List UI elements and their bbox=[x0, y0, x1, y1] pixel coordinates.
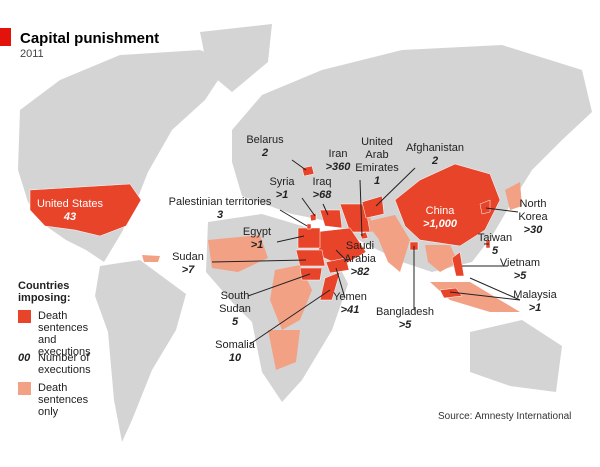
country-name: United States bbox=[36, 198, 104, 210]
country-label: Belarus 2 bbox=[240, 134, 290, 160]
legend-heading: Countries imposing: bbox=[18, 280, 71, 304]
country-label: United States 43 bbox=[30, 198, 110, 224]
legend-swatch bbox=[18, 382, 31, 395]
country-name: Iran bbox=[328, 148, 348, 160]
legend-label: Number of executions bbox=[38, 352, 91, 376]
country-label: Egypt >1 bbox=[232, 226, 282, 252]
country-name: Bangladesh bbox=[375, 306, 435, 318]
country-name: China bbox=[425, 205, 455, 217]
country-label: China >1,000 bbox=[405, 205, 475, 231]
country-name: Taiwan bbox=[477, 232, 513, 244]
country-label: Malaysia >1 bbox=[505, 289, 565, 315]
country-count: >1 bbox=[528, 302, 542, 314]
country-count: >68 bbox=[312, 189, 332, 201]
country-count: 3 bbox=[216, 209, 224, 221]
country-name: Palestinian territories bbox=[168, 196, 272, 208]
country-name: Somalia bbox=[215, 339, 255, 351]
country-name: Yemen bbox=[333, 291, 367, 303]
country-count: 2 bbox=[431, 155, 439, 167]
country-name: Afghanistan bbox=[405, 142, 465, 154]
country-count: 5 bbox=[491, 245, 499, 257]
title: Capital punishment bbox=[20, 30, 160, 47]
country-count: >82 bbox=[350, 266, 370, 278]
country-count: >30 bbox=[523, 224, 543, 236]
subtitle: 2011 bbox=[20, 48, 44, 60]
country-label: North Korea >30 bbox=[508, 198, 558, 237]
country-name: Saudi Arabia bbox=[344, 240, 376, 265]
country-label: Afghanistan 2 bbox=[395, 142, 475, 168]
country-name: Sudan bbox=[172, 251, 204, 263]
country-count: 2 bbox=[261, 147, 269, 159]
country-count: >5 bbox=[398, 319, 412, 331]
legend-label: Death sentences only bbox=[38, 382, 89, 418]
country-label: Vietnam >5 bbox=[495, 257, 545, 283]
country-label: South Sudan 5 bbox=[210, 290, 260, 329]
leader-lines bbox=[211, 159, 521, 345]
country-count: >1,000 bbox=[423, 218, 457, 230]
country-count: >41 bbox=[340, 304, 360, 316]
country-count: 5 bbox=[231, 316, 239, 328]
source: Source: Amnesty International bbox=[438, 411, 572, 422]
country-label: Somalia 10 bbox=[210, 339, 260, 365]
country-count: 10 bbox=[228, 352, 242, 364]
country-name: Egypt bbox=[242, 226, 272, 238]
country-label: Taiwan 5 bbox=[470, 232, 520, 258]
country-label: Iran >360 bbox=[318, 148, 358, 174]
country-name: Iraq bbox=[312, 176, 332, 188]
brand-mark bbox=[0, 28, 11, 46]
legend-swatch bbox=[18, 310, 31, 323]
country-count: >7 bbox=[181, 264, 195, 276]
country-name: Malaysia bbox=[513, 289, 557, 301]
country-count: >1 bbox=[250, 239, 264, 251]
country-label: Syria >1 bbox=[262, 176, 302, 202]
country-count: 1 bbox=[373, 175, 381, 187]
country-name: South Sudan bbox=[219, 290, 251, 315]
country-label: United Arab Emirates 1 bbox=[352, 136, 402, 188]
legend-sample: 00 bbox=[18, 352, 31, 364]
country-name: North Korea bbox=[518, 198, 548, 223]
country-label: Saudi Arabia >82 bbox=[335, 240, 385, 279]
country-name: United Arab Emirates bbox=[355, 136, 399, 174]
country-name: Vietnam bbox=[499, 257, 541, 269]
country-name: Syria bbox=[269, 176, 295, 188]
country-label: Sudan >7 bbox=[168, 251, 208, 277]
country-count: >1 bbox=[275, 189, 289, 201]
country-label: Iraq >68 bbox=[302, 176, 342, 202]
country-label: Yemen >41 bbox=[330, 291, 370, 317]
country-count: >5 bbox=[513, 270, 527, 282]
legend-label: Death sentences and executions bbox=[38, 310, 91, 358]
country-count: 43 bbox=[63, 211, 77, 223]
country-label: Palestinian territories 3 bbox=[160, 196, 280, 222]
country-name: Belarus bbox=[246, 134, 284, 146]
country-label: Bangladesh >5 bbox=[365, 306, 445, 332]
country-count: >360 bbox=[325, 161, 351, 173]
